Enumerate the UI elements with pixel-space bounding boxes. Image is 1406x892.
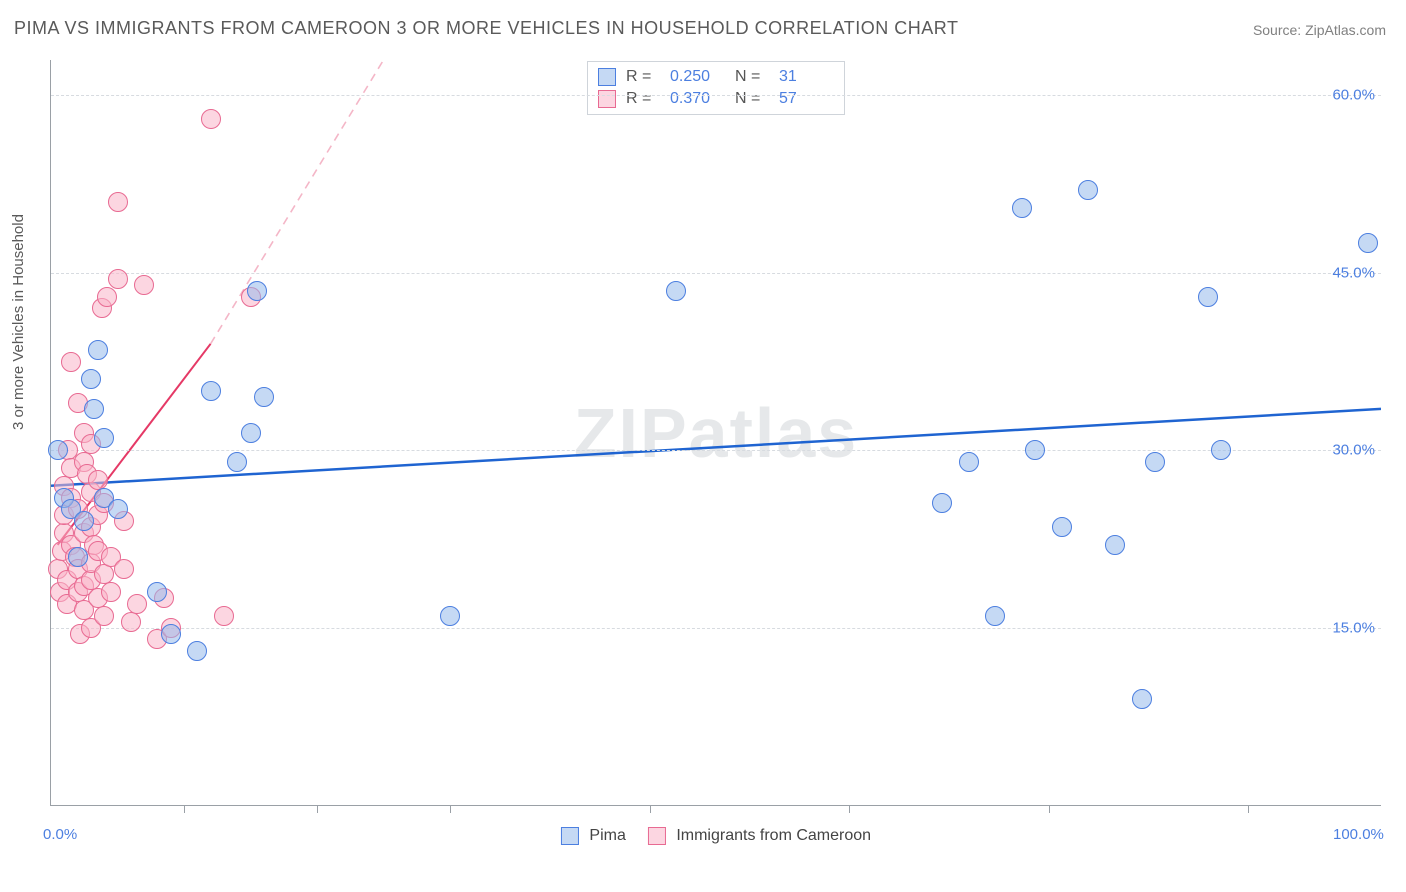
x-tick: [1248, 805, 1249, 813]
data-point: [959, 452, 979, 472]
page-title: PIMA VS IMMIGRANTS FROM CAMEROON 3 OR MO…: [14, 18, 958, 39]
scatter-plot: ZIPatlas R = 0.250 N = 31 R = 0.370 N = …: [50, 60, 1381, 806]
legend-r-label: R =: [626, 90, 660, 108]
data-point: [187, 641, 207, 661]
data-point: [48, 440, 68, 460]
legend-r-value-a: 0.250: [670, 68, 725, 86]
data-point: [108, 192, 128, 212]
data-point: [68, 547, 88, 567]
gridline-h: [51, 450, 1381, 451]
legend-n-label: N =: [735, 68, 769, 86]
gridline-h: [51, 628, 1381, 629]
data-point: [1078, 180, 1098, 200]
x-tick: [184, 805, 185, 813]
data-point: [1132, 689, 1152, 709]
legend-r-value-b: 0.370: [670, 90, 725, 108]
legend-label-b: Immigrants from Cameroon: [676, 827, 871, 844]
data-point: [440, 606, 460, 626]
data-point: [101, 582, 121, 602]
data-point: [227, 452, 247, 472]
legend-n-value-a: 31: [779, 68, 834, 86]
legend-label-a: Pima: [589, 827, 625, 844]
data-point: [161, 624, 181, 644]
x-tick: [450, 805, 451, 813]
legend-r-label: R =: [626, 68, 660, 86]
data-point: [74, 511, 94, 531]
data-point: [114, 559, 134, 579]
data-point: [84, 399, 104, 419]
y-tick-label: 45.0%: [1332, 264, 1375, 281]
data-point: [127, 594, 147, 614]
x-tick-label: 100.0%: [1333, 826, 1384, 843]
gridline-h: [51, 273, 1381, 274]
data-point: [108, 499, 128, 519]
legend-swatch-b: [598, 90, 616, 108]
source-credit: Source: ZipAtlas.com: [1253, 22, 1386, 38]
data-point: [97, 287, 117, 307]
correlation-legend: R = 0.250 N = 31 R = 0.370 N = 57: [587, 61, 845, 115]
data-point: [121, 612, 141, 632]
data-point: [61, 352, 81, 372]
y-tick-label: 30.0%: [1332, 442, 1375, 459]
legend-swatch-b-icon: [648, 827, 666, 845]
legend-row-a: R = 0.250 N = 31: [598, 66, 834, 88]
data-point: [985, 606, 1005, 626]
data-point: [932, 493, 952, 513]
legend-item-b: Immigrants from Cameroon: [648, 827, 871, 845]
data-point: [1198, 287, 1218, 307]
data-point: [1025, 440, 1045, 460]
data-point: [88, 340, 108, 360]
data-point: [247, 281, 267, 301]
data-point: [241, 423, 261, 443]
data-point: [1211, 440, 1231, 460]
x-tick: [650, 805, 651, 813]
gridline-h: [51, 95, 1381, 96]
legend-n-value-b: 57: [779, 90, 834, 108]
y-tick-label: 60.0%: [1332, 87, 1375, 104]
data-point: [108, 269, 128, 289]
data-point: [201, 381, 221, 401]
series-legend: Pima Immigrants from Cameroon: [561, 827, 871, 845]
data-point: [1052, 517, 1072, 537]
legend-swatch-a-icon: [561, 827, 579, 845]
data-point: [1012, 198, 1032, 218]
data-point: [94, 606, 114, 626]
data-point: [254, 387, 274, 407]
legend-row-b: R = 0.370 N = 57: [598, 88, 834, 110]
data-point: [94, 428, 114, 448]
data-point: [1358, 233, 1378, 253]
legend-swatch-a: [598, 68, 616, 86]
legend-n-label: N =: [735, 90, 769, 108]
data-point: [81, 369, 101, 389]
watermark-text: ZIPatlas: [574, 393, 858, 473]
data-point: [1105, 535, 1125, 555]
x-tick: [849, 805, 850, 813]
x-tick: [1049, 805, 1050, 813]
data-point: [147, 582, 167, 602]
data-point: [1145, 452, 1165, 472]
y-tick-label: 15.0%: [1332, 619, 1375, 636]
data-point: [214, 606, 234, 626]
data-point: [134, 275, 154, 295]
y-axis-label: 3 or more Vehicles in Household: [10, 214, 27, 430]
data-point: [201, 109, 221, 129]
data-point: [666, 281, 686, 301]
x-tick-label: 0.0%: [43, 826, 77, 843]
legend-item-a: Pima: [561, 827, 626, 845]
x-tick: [317, 805, 318, 813]
